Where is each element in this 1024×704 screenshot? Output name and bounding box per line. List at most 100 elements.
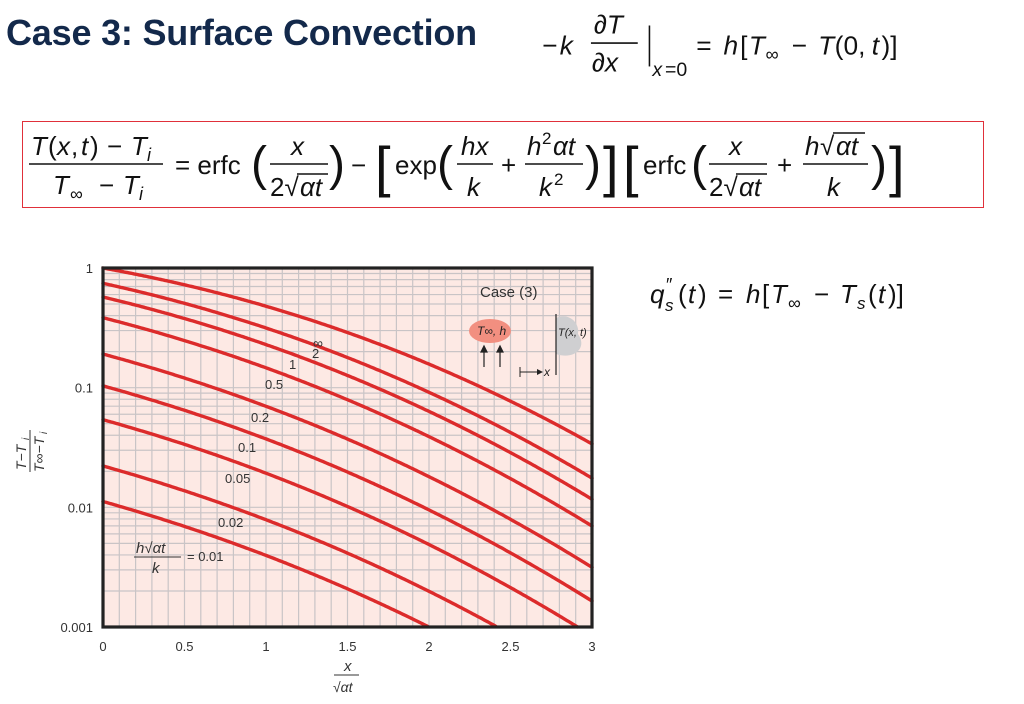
svg-text:∞: ∞	[70, 184, 83, 204]
svg-text:(: (	[251, 138, 267, 191]
plot-frame	[101, 266, 594, 629]
label-0.2: 0.2	[251, 410, 269, 425]
svg-text:,: ,	[71, 131, 78, 161]
svg-text:h: h	[724, 31, 739, 61]
svg-text:x: x	[55, 131, 71, 161]
svg-text:k: k	[467, 172, 482, 202]
svg-text:h: h	[527, 131, 541, 161]
svg-text:−: −	[351, 150, 366, 180]
label-0.5: 0.5	[265, 377, 283, 392]
curve-0.1	[101, 384, 594, 603]
x-tick-label: 3	[588, 639, 595, 654]
svg-text:∞: ∞	[788, 293, 801, 313]
svg-text:=: =	[696, 31, 711, 61]
svg-text:=0: =0	[665, 59, 687, 81]
svg-text:s: s	[665, 296, 674, 315]
y-tick-label: 0.01	[68, 500, 93, 515]
svg-text:): )	[90, 131, 99, 161]
svg-text:): )	[329, 138, 345, 191]
label-0.1: 0.1	[238, 440, 256, 455]
svg-text:[: [	[762, 279, 770, 309]
svg-text:= erfc: = erfc	[175, 150, 241, 180]
svg-text:hx: hx	[461, 131, 489, 161]
curve-0.2	[101, 352, 594, 569]
svg-text:T: T	[771, 279, 789, 309]
svg-text:(0,: (0,	[835, 31, 866, 61]
svg-text:t: t	[878, 279, 887, 309]
curve-labels: ∞ 2 1 0.5 0.2 0.1 0.05 0.02	[218, 335, 323, 530]
parameter-label: h√αt k = 0.01	[134, 540, 224, 577]
svg-text:x: x	[543, 365, 551, 379]
svg-text:q: q	[650, 279, 665, 309]
y-tick-label: 0.001	[60, 620, 93, 635]
x-axis-label: x √αt	[333, 658, 359, 695]
label-0.05: 0.05	[225, 471, 250, 486]
svg-text:t: t	[688, 279, 697, 309]
svg-text:∂x: ∂x	[592, 47, 619, 77]
solid-region	[556, 316, 582, 356]
svg-text:αt: αt	[300, 172, 324, 202]
svg-text:t: t	[81, 131, 90, 161]
svg-text:= 0.01: = 0.01	[187, 549, 224, 564]
svg-text:″: ″	[666, 275, 673, 295]
svg-text:T(x, t): T(x, t)	[558, 327, 587, 339]
svg-text:s: s	[857, 294, 866, 313]
svg-text:h: h	[746, 279, 760, 309]
svg-text:αt: αt	[553, 131, 577, 161]
y-tick-label: 0.1	[75, 381, 93, 396]
svg-text:=: =	[718, 279, 733, 309]
page-title: Case 3: Surface Convection	[6, 12, 477, 53]
svg-text:): )	[585, 138, 601, 191]
svg-text:−: −	[792, 31, 807, 61]
curve-2	[101, 281, 594, 480]
svg-text:i: i	[21, 437, 32, 440]
svg-text:[: [	[623, 135, 639, 198]
inset-title: Case (3)	[480, 284, 538, 301]
label-1: 1	[289, 357, 296, 372]
x-tick-label: 0.5	[175, 639, 193, 654]
y-tick-label: 1	[86, 261, 93, 276]
svg-text:i: i	[139, 184, 144, 204]
svg-text:(: (	[437, 138, 453, 191]
x-tick-label: 1.5	[338, 639, 356, 654]
svg-text:αt: αt	[739, 172, 763, 202]
x-tick-label: 1	[262, 639, 269, 654]
x-tick-label: 2.5	[501, 639, 519, 654]
svg-text:i: i	[39, 431, 50, 434]
svg-text:T: T	[131, 131, 149, 161]
svg-text:erfc: erfc	[643, 150, 686, 180]
svg-text:x: x	[289, 131, 305, 161]
label-0.02: 0.02	[218, 515, 243, 530]
svg-text:(: (	[691, 138, 707, 191]
svg-text:k: k	[152, 560, 161, 577]
svg-text:k: k	[539, 172, 554, 202]
svg-text:[: [	[375, 135, 391, 198]
curve-0.05	[101, 418, 579, 629]
svg-text:−: −	[99, 170, 114, 200]
svg-text:√αt: √αt	[333, 679, 354, 695]
svg-text:exp: exp	[395, 150, 437, 180]
svg-text:]: ]	[889, 135, 905, 198]
svg-text:+: +	[501, 150, 516, 180]
x-tick-label: 2	[425, 639, 432, 654]
svg-text:2√: 2√	[270, 172, 299, 202]
svg-text:)]: )]	[888, 279, 904, 309]
case-3-inset: Case (3) T∞, h T(x, t) x	[469, 284, 587, 379]
svg-text:T∞−T: T∞−T	[31, 435, 47, 472]
curve-1	[101, 295, 594, 501]
svg-text:−: −	[107, 131, 122, 161]
svg-text:t: t	[872, 31, 881, 61]
svg-text:T: T	[840, 279, 858, 309]
svg-text:√: √	[820, 131, 835, 161]
boundary-condition-equation: − k ∂T ∂x x =0 = h [ T ∞ − T (0, t )]	[542, 9, 897, 81]
curves	[101, 266, 594, 629]
svg-text:): )	[698, 279, 707, 309]
svg-text:(: (	[868, 279, 877, 309]
svg-text:x: x	[651, 59, 663, 81]
flow-arrows-icon	[480, 344, 504, 367]
y-axis-label: T−T i T∞−Ti	[13, 430, 50, 472]
curve-0.01	[101, 499, 430, 628]
label-2: 2	[312, 346, 319, 361]
svg-text:∂T: ∂T	[594, 9, 625, 39]
curve-∞	[101, 266, 594, 446]
